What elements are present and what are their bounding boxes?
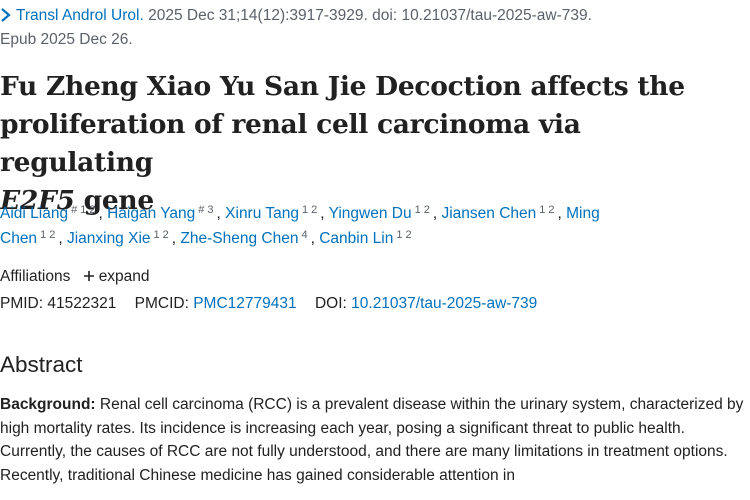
author-link[interactable]: Yingwen Du <box>328 205 412 222</box>
author-separator: , <box>557 205 562 222</box>
affiliation-ref: 1 <box>396 229 403 241</box>
affiliation-ref: 1 <box>40 229 47 241</box>
journal-link[interactable]: Transl Androl Urol. <box>16 7 144 24</box>
abstract-heading: Abstract <box>0 352 83 377</box>
pmid-label: PMID: <box>0 295 44 312</box>
author-link[interactable]: Canbin Lin <box>319 230 394 247</box>
author-separator: , <box>98 205 103 222</box>
title-tail: gene <box>83 185 155 216</box>
affiliation-ref: 1 <box>301 204 309 216</box>
author-link[interactable]: Haigan Yang <box>107 205 196 222</box>
author-link[interactable]: Jianxing Xie <box>66 230 151 247</box>
expand-label: expand <box>98 268 150 285</box>
author-affiliation-refs: #1 2 <box>71 204 98 216</box>
author-link[interactable]: Aidi Liang <box>0 205 69 222</box>
epub-date: Epub 2025 Dec 26. <box>0 31 133 48</box>
chevron-icon <box>1 8 11 22</box>
affiliation-ref: 2 <box>311 204 318 216</box>
author-link[interactable]: Zhe-Sheng Chen <box>180 230 299 247</box>
affiliation-ref: 2 <box>423 204 430 216</box>
doi-link[interactable]: 10.21037/tau-2025-aw-739 <box>351 295 538 312</box>
affiliation-ref: 1 <box>414 204 421 216</box>
author-affiliation-refs: 4 <box>301 229 310 241</box>
author-separator: , <box>58 230 63 247</box>
affiliations-label: Affiliations <box>0 268 71 285</box>
affiliation-ref: 1 <box>539 204 546 216</box>
affiliation-ref: 2 <box>162 229 169 241</box>
author-separator: , <box>432 205 438 222</box>
affiliation-ref: 2 <box>405 229 412 241</box>
title-gene: E2F5 <box>0 185 75 216</box>
pmcid-label: PMCID: <box>134 295 189 312</box>
affiliation-ref: 2 <box>49 229 56 241</box>
pmid: 41522321 <box>47 295 117 312</box>
citation-details: 2025 Dec 31;14(12):3917-3929. doi: 10.21… <box>148 7 592 24</box>
affiliation-ref: 4 <box>301 229 308 241</box>
plus-icon <box>83 271 94 281</box>
identifiers: PMID: 41522321 PMCID: PMC12779431 DOI: 1… <box>0 292 537 316</box>
author-separator: , <box>216 205 221 222</box>
author-separator: , <box>310 230 315 247</box>
author-list: Aidi Liang #1 2, Haigan Yang #3, Xinru Tang… <box>0 201 660 251</box>
author-affiliation-refs: #3 <box>198 204 216 216</box>
citation: Transl Androl Urol. 2025 Dec 31;14(12):3… <box>0 4 740 52</box>
author-link[interactable]: Xinru Tang <box>225 205 299 222</box>
pmcid-link[interactable]: PMC12779431 <box>193 295 297 312</box>
affiliation-ref: # <box>71 204 78 216</box>
affiliation-ref: 1 <box>153 229 160 241</box>
title-main: Fu Zheng Xiao Yu San Jie Decoction affec… <box>0 71 685 178</box>
abstract-background: Background: Renal cell carcinoma (RCC) i… <box>0 393 748 487</box>
affiliation-ref: 3 <box>207 204 214 216</box>
affiliation-ref: 1 <box>80 204 87 216</box>
author-separator: , <box>320 205 325 222</box>
author-separator: , <box>171 230 177 247</box>
article-title: Fu Zheng Xiao Yu San Jie Decoction affec… <box>0 68 720 220</box>
affiliations: Affiliations expand <box>0 265 150 289</box>
author-link[interactable]: Ming Chen <box>0 205 600 247</box>
affiliation-ref: # <box>198 204 205 216</box>
doi-label: DOI: <box>314 295 347 312</box>
affiliation-ref: 2 <box>89 204 96 216</box>
background-label: Background: <box>0 396 96 413</box>
expand-button[interactable]: expand <box>83 268 150 285</box>
affiliation-ref: 2 <box>548 204 555 216</box>
author-link[interactable]: Jiansen Chen <box>441 205 537 222</box>
background-text: Renal cell carcinoma (RCC) is a prevalen… <box>0 396 744 484</box>
